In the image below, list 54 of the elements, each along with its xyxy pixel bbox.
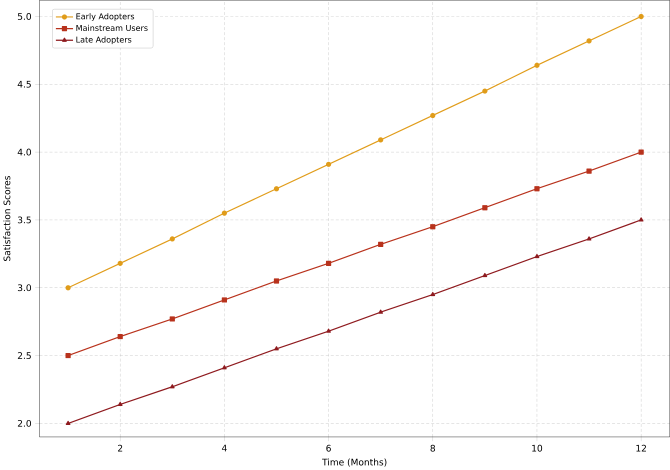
point [638,150,644,155]
point [534,254,540,258]
legend-label: Late Adopters [76,36,132,44]
point [378,137,384,143]
point [326,260,332,266]
point [274,346,279,350]
point [638,217,644,222]
point [430,292,436,296]
point [326,328,331,333]
point [65,285,71,290]
point [118,402,123,406]
point [430,112,436,118]
x-tick-label: 6 [326,444,331,452]
y-tick-label: 2.5 [18,352,31,360]
point [482,205,488,210]
point [170,316,175,322]
point [222,297,228,303]
point [66,420,70,426]
point [534,186,540,192]
point [222,365,227,370]
point [274,186,280,192]
point [586,168,592,174]
point [118,334,123,340]
x-tick-label: 2 [118,444,122,452]
x-tick-label: 10 [532,444,542,452]
x-tick-label: 4 [222,444,227,452]
point [482,272,488,278]
y-axis-title: Satisfaction Scores [3,176,10,261]
point [378,310,384,314]
point [586,236,592,241]
y-tick-label: 2.0 [18,420,32,427]
legend-label: Early Adopters [76,13,134,21]
point [534,62,540,68]
point [170,236,175,242]
x-tick-label: 8 [430,444,436,452]
point [638,14,644,20]
point [326,162,332,167]
point [170,384,175,388]
point [118,260,123,266]
y-tick-label: 4.0 [18,148,32,156]
point [274,278,280,284]
point [482,88,488,94]
point [430,224,436,230]
y-tick-label: 4.5 [18,80,31,88]
point [65,352,71,358]
x-axis-title: Time (Months) [322,458,386,467]
x-tick-label: 12 [636,444,646,452]
y-tick-label: 3.5 [18,216,31,224]
point [586,38,592,44]
y-tick-label: 5.0 [18,13,32,20]
point [378,242,384,247]
point [222,210,228,216]
legend-label: Mainstream Users [76,24,148,32]
y-tick-label: 3.0 [18,284,32,292]
